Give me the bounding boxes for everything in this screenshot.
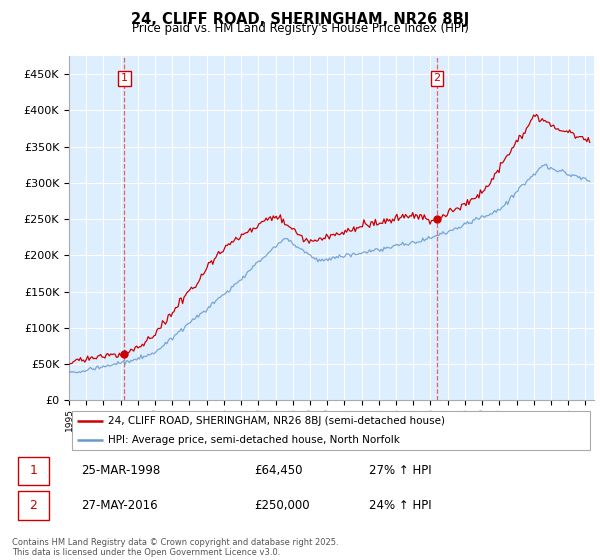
- Text: Price paid vs. HM Land Registry's House Price Index (HPI): Price paid vs. HM Land Registry's House …: [131, 22, 469, 35]
- FancyBboxPatch shape: [18, 492, 49, 520]
- Text: 27-MAY-2016: 27-MAY-2016: [81, 500, 158, 512]
- Text: HPI: Average price, semi-detached house, North Norfolk: HPI: Average price, semi-detached house,…: [109, 435, 400, 445]
- Text: 25-MAR-1998: 25-MAR-1998: [81, 464, 160, 478]
- Text: 24, CLIFF ROAD, SHERINGHAM, NR26 8BJ: 24, CLIFF ROAD, SHERINGHAM, NR26 8BJ: [131, 12, 469, 27]
- Text: 27% ↑ HPI: 27% ↑ HPI: [369, 464, 432, 478]
- Text: 1: 1: [121, 73, 128, 83]
- Text: 1: 1: [29, 464, 37, 478]
- Text: 24% ↑ HPI: 24% ↑ HPI: [369, 500, 432, 512]
- Text: 24, CLIFF ROAD, SHERINGHAM, NR26 8BJ (semi-detached house): 24, CLIFF ROAD, SHERINGHAM, NR26 8BJ (se…: [109, 417, 445, 426]
- FancyBboxPatch shape: [71, 411, 590, 450]
- Text: £250,000: £250,000: [254, 500, 310, 512]
- Text: 2: 2: [29, 500, 37, 512]
- Text: £64,450: £64,450: [254, 464, 302, 478]
- FancyBboxPatch shape: [18, 456, 49, 486]
- Text: 2: 2: [433, 73, 440, 83]
- Text: Contains HM Land Registry data © Crown copyright and database right 2025.
This d: Contains HM Land Registry data © Crown c…: [12, 538, 338, 557]
